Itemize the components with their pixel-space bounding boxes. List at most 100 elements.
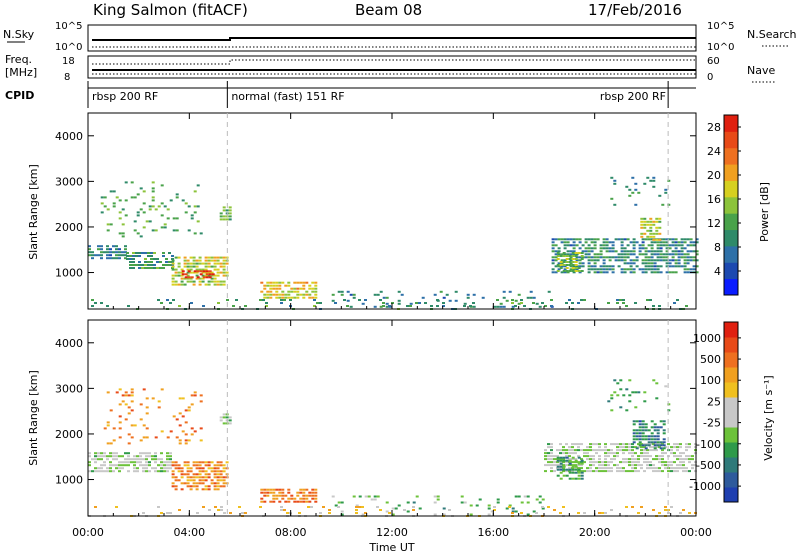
data-cell [577,443,580,446]
data-cell [199,273,203,276]
data-cell [364,299,367,301]
data-cell [683,253,687,256]
data-cell [560,262,564,265]
data-cell [571,261,575,263]
data-cell [571,452,574,455]
data-cell [580,299,583,301]
data-cell [653,444,657,447]
data-cell [634,446,637,449]
data-cell [565,261,569,263]
data-cell [204,274,208,277]
data-cell [613,443,616,446]
data-cell [385,296,389,299]
data-cell [574,270,578,272]
colorbar-tick-label: 1000 [693,332,721,345]
data-cell [656,432,660,435]
data-cell [656,247,660,250]
data-cell [106,208,110,211]
data-cell [313,305,316,307]
data-cell [559,461,562,464]
data-cell [650,432,654,435]
data-cell [532,302,535,304]
data-cell [220,506,223,508]
data-cell [337,506,340,508]
nsearch-bottom-tick: 10^0 [707,42,734,53]
data-cell [695,250,699,253]
data-cell [640,449,643,452]
data-cell [544,455,547,458]
data-cell [311,290,315,293]
data-cell [649,217,653,220]
data-cell [650,426,654,429]
data-cell [198,461,202,464]
colorbar-tick-label: 500 [700,353,721,366]
data-cell [160,430,164,433]
data-cell [94,461,97,464]
data-cell [216,262,220,265]
nave-label: Nave [747,64,775,77]
data-cell [171,476,175,479]
data-cell [562,458,565,461]
colorbar-swatch [724,245,738,263]
data-cell [658,305,661,307]
data-cell [652,176,656,179]
data-cell [592,461,595,464]
data-cell [580,471,584,474]
data-cell [653,259,657,262]
data-cell [129,261,132,263]
data-cell [659,444,663,447]
data-cell [569,250,573,253]
data-cell [620,241,624,244]
data-cell [622,302,625,304]
data-cell [686,238,690,241]
data-cell [361,506,364,508]
data-cell [169,455,172,458]
data-cell [614,259,618,262]
data-cell [403,509,406,511]
data-cell [638,250,642,253]
data-cell [190,433,194,436]
data-cell [671,238,675,241]
data-cell [629,250,633,253]
data-cell [661,452,664,455]
data-cell [589,467,592,470]
data-cell [683,256,687,259]
data-cell [211,273,215,276]
data-cell [287,290,291,293]
data-cell [692,241,696,244]
data-cell [571,252,575,254]
data-cell [668,271,672,274]
data-cell [625,305,628,307]
data-cell [219,262,223,265]
data-cell [201,476,205,479]
data-cell [593,262,597,265]
data-cell [631,176,635,179]
data-cell [683,247,687,250]
data-cell [308,494,312,497]
data-cell [385,510,389,513]
data-cell [192,262,196,265]
colorbar-swatch [724,367,738,383]
data-cell [280,299,283,301]
data-cell [190,217,194,220]
data-cell [314,281,318,284]
data-cell [665,238,669,241]
data-cell [138,261,141,263]
data-cell [656,441,660,444]
data-cell [127,394,131,397]
data-cell [166,452,169,455]
data-cell [340,290,344,293]
data-cell [186,274,190,277]
data-cell [659,265,663,268]
data-cell [607,302,610,304]
data-cell [187,229,191,232]
data-cell [190,214,194,217]
data-cell [177,256,181,259]
data-cell [616,443,619,446]
data-cell [652,443,655,446]
data-cell [619,388,623,391]
data-cell [584,241,588,244]
data-cell [166,299,169,301]
data-cell [299,287,303,290]
